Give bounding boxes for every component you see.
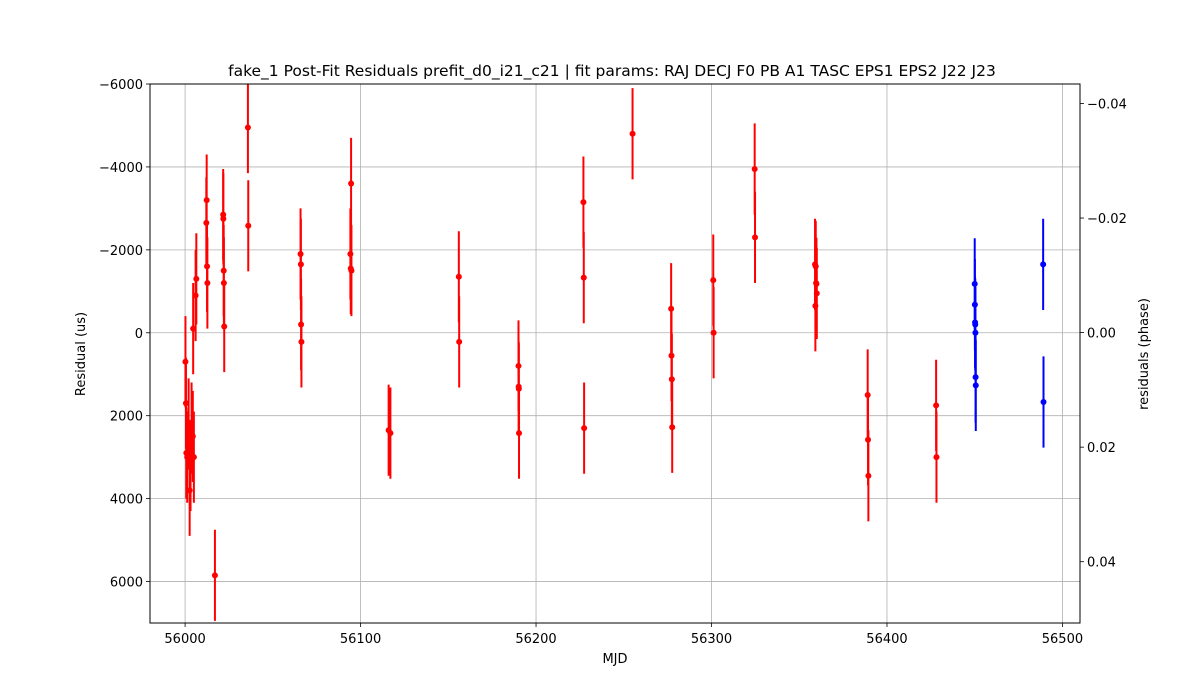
y-tick-label: 2000 [110,410,143,425]
data-layer [182,84,1047,621]
right-y-axis: −0.04 −0.02 0.00 0.02 0.04 [1080,97,1127,571]
data-point [668,305,675,312]
grid-layer [150,83,1080,623]
data-point [933,402,940,409]
x-axis-label: MJD [602,652,627,667]
y-tick-label: 4000 [110,493,143,508]
x-tick-label: 56400 [866,632,907,647]
data-point [203,197,210,204]
right-y-tick-label: −0.04 [1087,97,1127,112]
data-point [244,124,251,131]
right-y-tick-label: 0.04 [1087,556,1116,571]
chart-title: fake_1 Post-Fit Residuals prefit_d0_i21_… [228,62,996,81]
y-tick-label: −6000 [99,78,143,93]
data-point [629,130,636,137]
series-1 [971,218,1047,448]
data-point [298,338,305,345]
data-point [813,290,820,297]
data-point [193,275,200,282]
data-point [245,222,252,229]
right-y-tick-label: 0.00 [1087,327,1116,342]
data-point [751,165,758,172]
y-tick-label: 6000 [110,576,143,591]
data-point [581,425,588,432]
points-group [182,84,1047,621]
data-point [189,433,196,440]
data-point [220,215,227,222]
data-point [710,277,717,284]
x-axis: 56000 56100 56200 56300 56400 56500 [164,623,1083,647]
right-y-axis-label: residuals (phase) [1137,298,1152,410]
data-point [516,430,523,437]
data-point [221,323,228,330]
data-point [182,400,189,407]
data-point [669,424,676,431]
y-axis-label: Residual (us) [74,312,89,396]
plot-frame [149,83,1081,624]
x-tick-label: 56500 [1042,632,1083,647]
data-point [297,261,304,268]
data-point [1040,399,1047,406]
data-point [1040,261,1047,268]
x-tick-label: 56100 [340,632,381,647]
series-0 [182,84,940,621]
data-point [211,572,218,579]
data-point [455,273,462,280]
data-point [580,274,587,281]
data-point [348,180,355,187]
data-point [387,430,394,437]
y-tick-label: −4000 [99,161,143,176]
data-point [668,376,675,383]
right-y-tick-label: −0.02 [1087,212,1127,227]
data-point [752,234,759,241]
data-point [456,338,463,345]
right-y-tick-label: 0.02 [1087,441,1116,456]
x-tick-label: 56300 [691,632,732,647]
data-point [865,472,872,479]
left-y-axis: −6000 −4000 −2000 0 2000 4000 6000 [99,78,150,591]
data-point [972,382,979,389]
y-tick-label: 0 [135,327,143,342]
data-point [580,199,587,206]
y-tick-label: −2000 [99,244,143,259]
data-point [710,329,717,336]
data-point [933,454,940,461]
x-tick-label: 56000 [164,632,205,647]
data-point [190,454,197,461]
data-point [348,267,355,274]
data-point [204,280,211,287]
x-tick-label: 56200 [515,632,556,647]
